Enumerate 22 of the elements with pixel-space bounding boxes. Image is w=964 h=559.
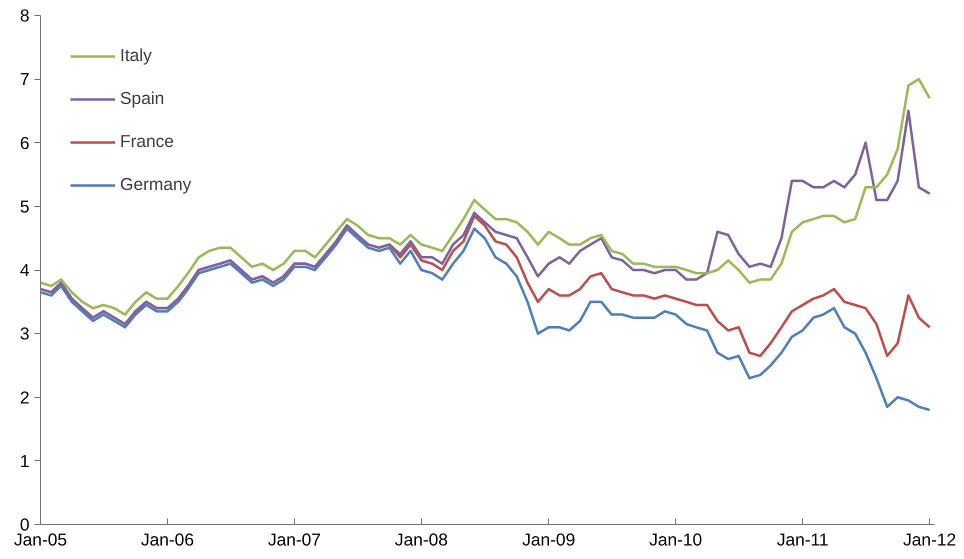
y-tick-label: 6 xyxy=(20,132,30,153)
x-tick-label: Jan-10 xyxy=(649,530,702,550)
y-tick-label: 7 xyxy=(20,69,30,90)
line-series xyxy=(40,78,931,316)
legend-label: Spain xyxy=(120,88,164,109)
x-tick-label: Jan-11 xyxy=(776,530,829,550)
legend-label: Italy xyxy=(120,45,152,66)
x-tick-label: Jan-12 xyxy=(903,530,956,550)
y-tick-label: 8 xyxy=(20,6,30,26)
x-tick-label: Jan-07 xyxy=(268,530,321,550)
x-tick-label: Jan-09 xyxy=(522,530,576,550)
x-tick-label: Jan-06 xyxy=(140,530,194,550)
line-series xyxy=(40,110,931,326)
y-tick-label: 5 xyxy=(20,196,30,216)
legend-label: Germany xyxy=(120,174,192,195)
y-tick-label: 4 xyxy=(20,260,30,280)
y-tick-label: 2 xyxy=(20,387,30,408)
line-series xyxy=(40,227,931,412)
y-tick-label: 3 xyxy=(20,324,30,344)
legend-label: France xyxy=(120,131,174,152)
x-tick-label: Jan-08 xyxy=(394,530,448,550)
y-tick-label: 1 xyxy=(20,450,30,471)
